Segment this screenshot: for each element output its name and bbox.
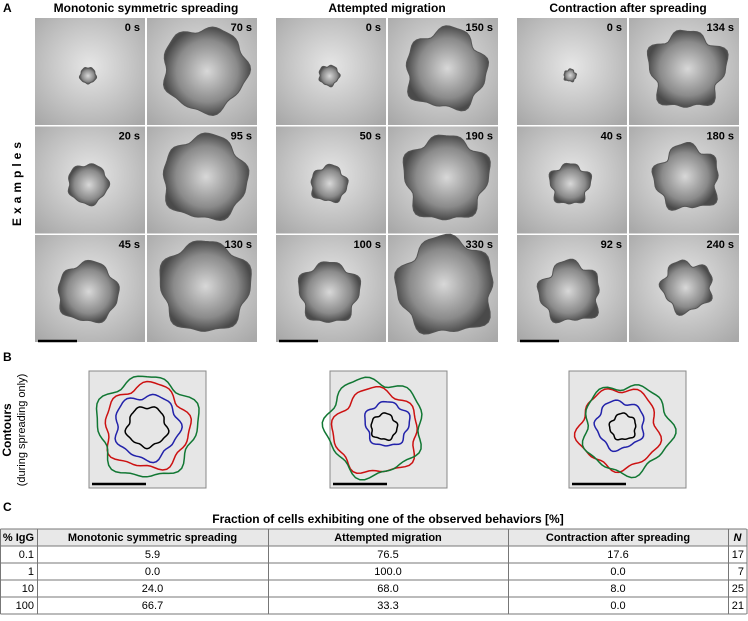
contour: [364, 400, 411, 447]
time-label: 40 s: [601, 130, 622, 142]
table-cell: 10: [22, 583, 34, 595]
table-cell: 8.0: [610, 583, 625, 595]
column-title: Monotonic symmetric spreading: [54, 1, 239, 15]
cell: [394, 233, 494, 335]
cell: [159, 240, 252, 332]
cell: [402, 134, 491, 221]
column-title: Contraction after spreading: [549, 1, 706, 15]
table-cell: 5.9: [145, 549, 160, 561]
cell: [646, 29, 729, 108]
cell: [57, 259, 120, 324]
time-label: 100 s: [353, 239, 381, 251]
cell: [310, 163, 349, 204]
contour: [573, 388, 663, 474]
contour: [114, 393, 183, 464]
time-label: 180 s: [706, 130, 734, 142]
time-label: 150 s: [465, 22, 493, 34]
time-label: 130 s: [224, 239, 252, 251]
contour: [124, 406, 170, 450]
table-header: % IgG: [3, 532, 34, 544]
side-label: Contours: [0, 403, 14, 457]
contour: [104, 380, 193, 471]
contour: [330, 386, 418, 474]
time-label: 240 s: [706, 239, 734, 251]
panel-label: C: [3, 500, 12, 514]
table-header: Attempted migration: [334, 532, 442, 544]
time-label: 0 s: [607, 22, 622, 34]
side-sublabel: (during spreading only): [16, 374, 28, 487]
table-cell: 17: [732, 549, 744, 561]
time-label: 0 s: [366, 22, 381, 34]
time-label: 330 s: [465, 239, 493, 251]
cell: [318, 64, 341, 88]
cell: [658, 259, 713, 316]
table-cell: 25: [732, 583, 744, 595]
time-label: 50 s: [360, 130, 381, 142]
side-label: Examples: [10, 138, 24, 226]
table-cell: 7: [738, 566, 744, 578]
cell: [162, 132, 250, 222]
cell: [548, 162, 593, 205]
contour: [321, 376, 423, 481]
contour: [593, 399, 645, 453]
table-cell: 21: [732, 600, 744, 612]
time-label: 0 s: [125, 22, 140, 34]
table-cell: 0.1: [19, 549, 34, 561]
table-cell: 17.6: [607, 549, 628, 561]
cell: [162, 26, 252, 117]
contour: [581, 384, 677, 479]
time-label: 134 s: [706, 22, 734, 34]
cell: [78, 66, 98, 85]
table-cell: 76.5: [377, 549, 398, 561]
cell: [536, 258, 600, 324]
time-label: 45 s: [119, 239, 140, 251]
cell: [651, 142, 719, 211]
table-header: N: [734, 532, 743, 544]
cell: [405, 25, 490, 112]
cell: [67, 163, 111, 207]
table-title: Fraction of cells exhibiting one of the …: [212, 512, 563, 526]
contour: [370, 412, 399, 442]
table-cell: 0.0: [610, 566, 625, 578]
table-cell: 33.3: [377, 600, 398, 612]
contour-box: [88, 370, 207, 489]
table-cell: 24.0: [142, 583, 163, 595]
cell: [297, 261, 362, 323]
time-label: 20 s: [119, 130, 140, 142]
table-header-bg: [0, 529, 747, 546]
cell: [563, 68, 578, 83]
time-label: 95 s: [231, 130, 252, 142]
panel-label: A: [3, 1, 12, 15]
table-cell: 100.0: [374, 566, 402, 578]
table-cell: 1: [28, 566, 34, 578]
contour: [95, 375, 200, 478]
table-cell: 0.0: [145, 566, 160, 578]
time-label: 70 s: [231, 22, 252, 34]
table-cell: 68.0: [377, 583, 398, 595]
panel-label: B: [3, 350, 12, 364]
contour: [608, 412, 637, 441]
table-cell: 100: [16, 600, 34, 612]
column-title: Attempted migration: [328, 1, 445, 15]
table-header: Contraction after spreading: [546, 532, 690, 544]
table-header: Monotonic symmetric spreading: [68, 532, 237, 544]
table-cell: 0.0: [610, 600, 625, 612]
time-label: 190 s: [465, 130, 493, 142]
time-label: 92 s: [601, 239, 622, 251]
table-cell: 66.7: [142, 600, 163, 612]
